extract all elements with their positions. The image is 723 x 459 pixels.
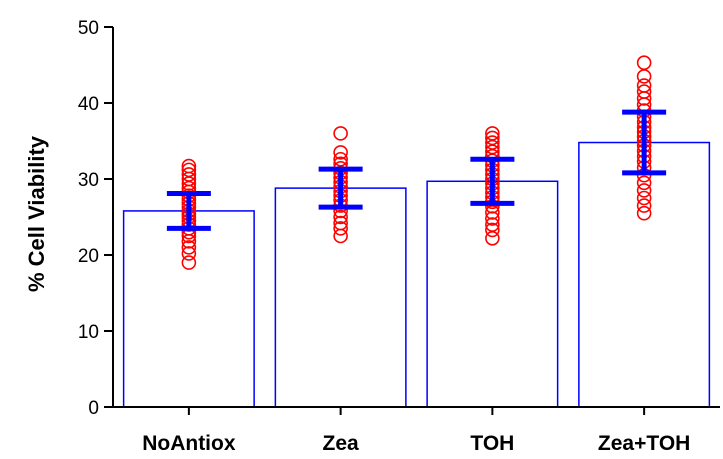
data-point	[485, 222, 500, 238]
y-tick-label: 10	[78, 322, 99, 343]
y-tick-label: 50	[78, 18, 99, 39]
bar-zea-toh	[578, 141, 711, 408]
data-point	[636, 55, 652, 71]
error-bars	[166, 109, 667, 231]
y-axis-title: % Cell Viability	[24, 135, 49, 292]
data-point	[333, 145, 348, 160]
x-axis: NoAntiox Zea TOH Zea+TOH	[113, 406, 720, 455]
x-tick-label: TOH	[470, 432, 514, 455]
data-point	[181, 167, 197, 182]
data-point	[333, 221, 348, 236]
data-point	[636, 78, 652, 93]
data-point	[333, 151, 348, 167]
data-point	[333, 126, 348, 141]
data-point	[636, 69, 652, 84]
data-point	[181, 246, 197, 261]
x-tick-label: Zea+TOH	[598, 432, 690, 455]
data-point	[333, 215, 348, 231]
bar-zea	[274, 187, 407, 408]
data-point	[485, 130, 500, 146]
y-tick-label: 20	[78, 246, 99, 267]
data-point	[636, 175, 652, 191]
data-point	[485, 135, 500, 150]
data-point	[636, 183, 652, 198]
data-point	[636, 84, 652, 99]
data-point	[485, 126, 500, 141]
data-point	[636, 198, 652, 213]
y-tick-label: 40	[78, 94, 99, 115]
data-point	[333, 209, 348, 225]
data-point	[181, 162, 197, 178]
data-point	[485, 217, 500, 232]
data-point	[636, 205, 652, 221]
data-point	[485, 211, 500, 226]
y-tick-label: 0	[88, 398, 99, 419]
data-point	[181, 255, 197, 270]
y-axis: 0 10 20 30 40 50	[78, 18, 114, 419]
data-point	[181, 158, 197, 174]
y-tick-label: 30	[78, 170, 99, 191]
data-point	[636, 190, 652, 206]
x-tick-label: Zea	[323, 432, 360, 455]
data-point	[181, 240, 197, 255]
bar-toh	[426, 180, 559, 408]
data-point	[485, 205, 500, 220]
bars	[122, 141, 711, 408]
x-tick-label: NoAntiox	[142, 432, 236, 455]
